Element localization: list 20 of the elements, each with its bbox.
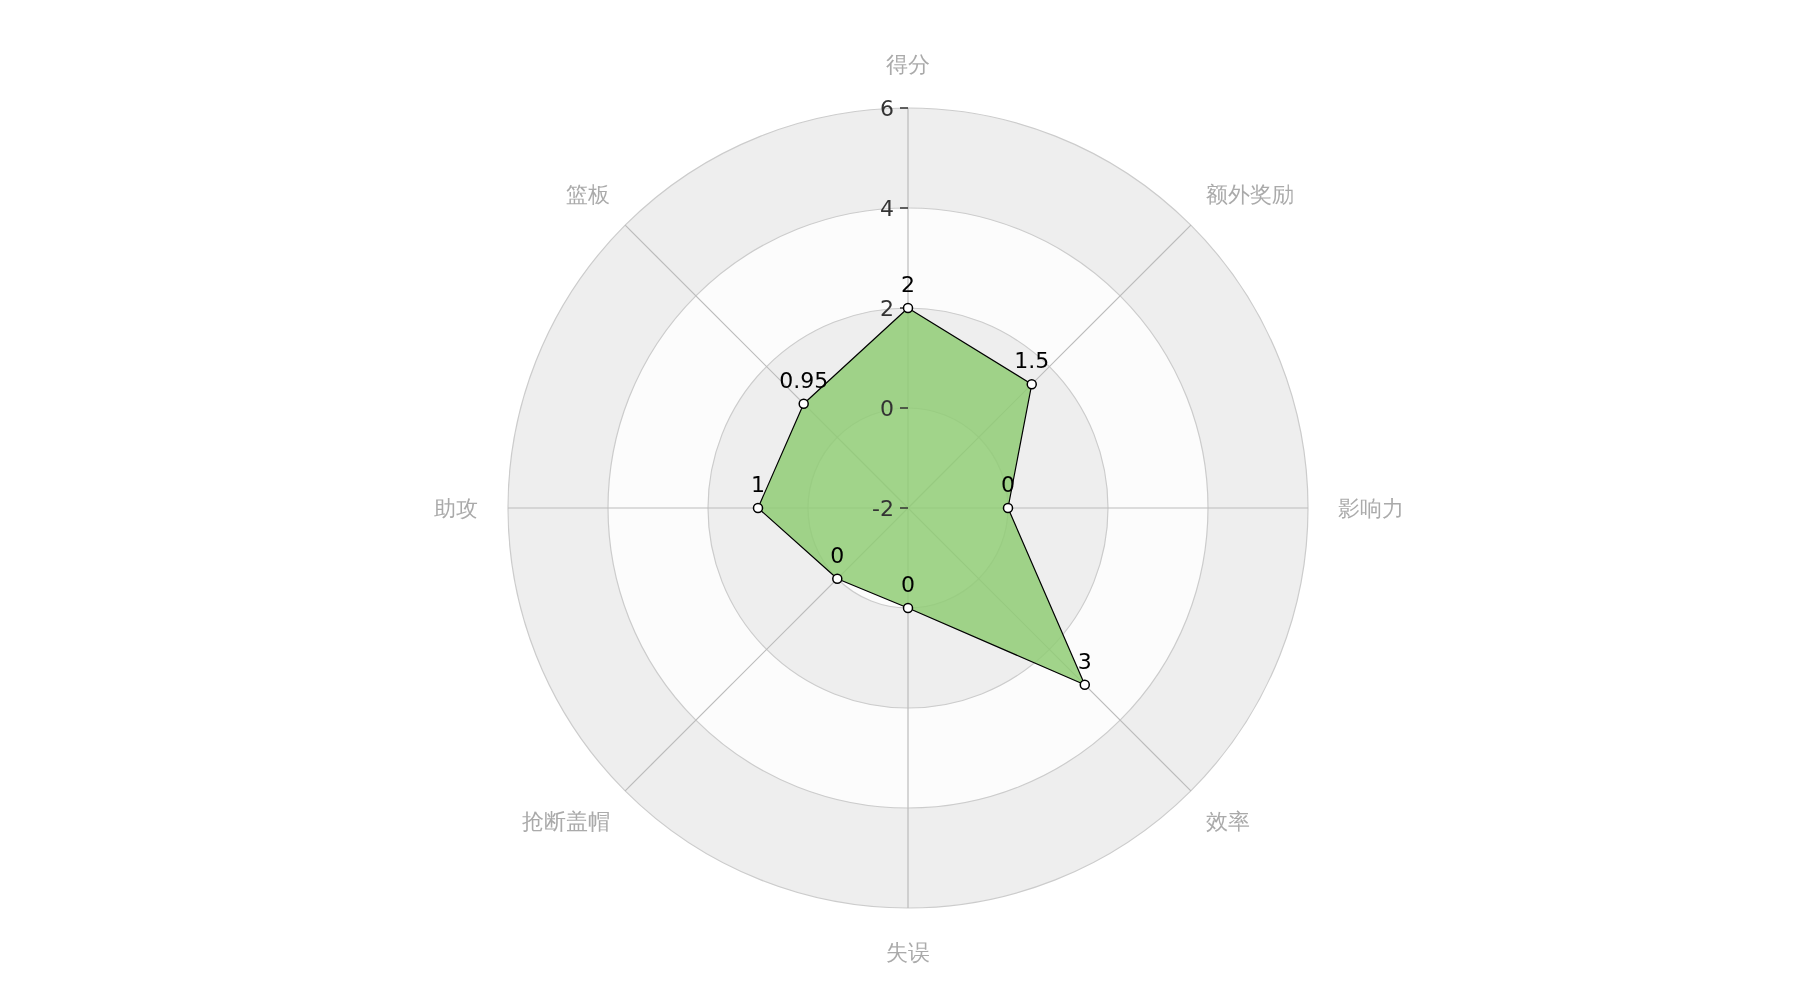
data-label: 1 <box>751 472 765 497</box>
spoke-label: 影响力 <box>1338 495 1404 521</box>
spoke-label: 效率 <box>1206 809 1251 835</box>
y-tick-label: 4 <box>880 195 894 221</box>
spoke-label: 助攻 <box>434 495 478 521</box>
data-label: 0 <box>901 572 915 597</box>
data-label: 0 <box>830 542 845 568</box>
data-label: 3 <box>1077 648 1092 674</box>
spoke-label: 抢断盖帽 <box>521 809 610 835</box>
spoke-label: 篮板 <box>565 181 610 207</box>
y-tick-label: 6 <box>880 95 894 121</box>
data-label: 2 <box>901 272 915 297</box>
data-label: 0.95 <box>779 367 829 393</box>
spoke-label: 额外奖励 <box>1206 181 1295 207</box>
y-tick-label: 2 <box>880 295 894 321</box>
spoke-label: 得分 <box>886 51 930 77</box>
y-tick-label: -2 <box>872 495 894 521</box>
data-label: 1.5 <box>1014 348 1050 374</box>
y-tick-label: 0 <box>880 395 894 421</box>
spoke-label: 失误 <box>886 939 930 965</box>
